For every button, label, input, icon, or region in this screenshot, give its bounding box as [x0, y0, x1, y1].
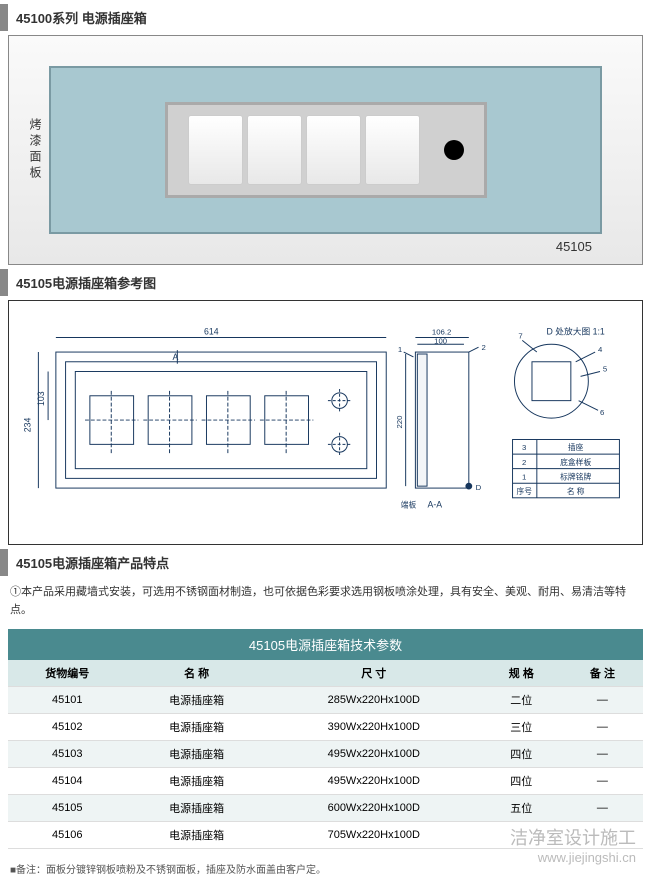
svg-text:2: 2: [481, 343, 485, 352]
svg-text:底盒样板: 底盒样板: [560, 457, 591, 467]
svg-text:D: D: [476, 483, 482, 492]
svg-text:5: 5: [603, 364, 607, 373]
table-row: 45105电源插座箱600Wx220Hx100D五位—: [8, 795, 643, 822]
svg-text:6: 6: [600, 408, 604, 417]
model-label: 45105: [556, 239, 592, 254]
socket-panel: [165, 102, 487, 198]
table-row: 45104电源插座箱495Wx220Hx100D四位—: [8, 768, 643, 795]
svg-text:3: 3: [522, 443, 526, 452]
knob-icon: [444, 140, 464, 160]
dim-width: 614: [204, 327, 219, 337]
table-row: 45102电源插座箱390Wx220Hx100D三位—: [8, 714, 643, 741]
footnote: ■备注：面板分镀锌钢板喷粉及不锈钢面板，插座及防水面盖由客户定。: [0, 855, 651, 882]
socket-cover: [306, 115, 361, 185]
svg-text:端板: 端板: [401, 500, 417, 510]
dim-inner: 103: [36, 391, 46, 406]
features-title: 45105电源插座箱产品特点: [0, 549, 651, 576]
drawing-svg: 614 234 103 A 2 1 A-A 106.2 100: [17, 311, 634, 534]
svg-text:106.2: 106.2: [432, 328, 451, 337]
panel-side-label: 烤漆面板: [27, 118, 44, 182]
svg-text:220: 220: [395, 415, 404, 429]
product-photo: 烤漆面板 45105: [8, 35, 643, 265]
svg-text:1: 1: [522, 472, 526, 481]
spec-columns: 货物编号 名 称 尺 寸 规 格 备 注: [8, 660, 643, 687]
socket-cover: [188, 115, 243, 185]
spec-header: 45105电源插座箱技术参数: [8, 629, 643, 660]
svg-text:名 称: 名 称: [567, 486, 585, 496]
dim-height: 234: [23, 418, 33, 433]
socket-cover: [247, 115, 302, 185]
svg-text:1: 1: [398, 345, 402, 354]
table-row: 45103电源插座箱495Wx220Hx100D四位—: [8, 741, 643, 768]
svg-text:100: 100: [434, 336, 448, 345]
svg-text:7: 7: [518, 331, 522, 340]
table-row: 45106电源插座箱705Wx220Hx100D: [8, 822, 643, 849]
table-row: 45101电源插座箱285Wx220Hx100D二位—: [8, 687, 643, 714]
svg-text:标牌铭牌: 标牌铭牌: [560, 471, 591, 481]
svg-text:2: 2: [522, 458, 526, 467]
section-label: A-A: [428, 500, 443, 510]
parts-table: 3 插座 2 底盒样板 1 标牌铭牌 序号 名 称: [513, 440, 620, 498]
series-title: 45100系列 电源插座箱: [0, 4, 651, 31]
technical-drawing: 614 234 103 A 2 1 A-A 106.2 100: [8, 300, 643, 545]
svg-text:4: 4: [598, 345, 603, 354]
detail-label: D 处放大图 1:1: [547, 326, 605, 337]
feature-line: ①本产品采用藏墙式安装，可选用不锈钢面材制造，也可依据色彩要求选用钢板喷涂处理，…: [0, 580, 651, 623]
spec-table: 45105电源插座箱技术参数 货物编号 名 称 尺 寸 规 格 备 注 4510…: [8, 629, 643, 849]
product-photo-frame: [49, 66, 602, 234]
ref-diagram-title: 45105电源插座箱参考图: [0, 269, 651, 296]
svg-text:插座: 插座: [568, 442, 584, 452]
socket-cover: [365, 115, 420, 185]
svg-text:序号: 序号: [516, 486, 532, 496]
